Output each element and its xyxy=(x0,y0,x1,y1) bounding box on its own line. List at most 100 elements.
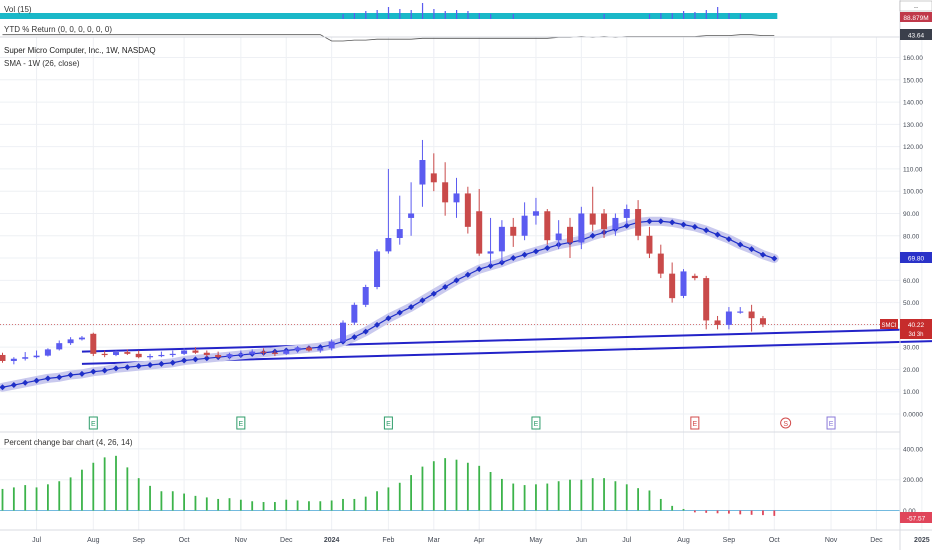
volume-bar xyxy=(456,10,458,19)
pct-bar xyxy=(512,483,515,511)
price-tick-label: 80.00 xyxy=(903,233,920,240)
pct-bar xyxy=(444,458,447,511)
event-mark-label: E xyxy=(534,421,539,428)
candle-up xyxy=(249,351,256,354)
price-tick-label: 30.00 xyxy=(903,345,920,352)
sma-marker xyxy=(22,379,29,386)
pct-title[interactable]: Percent change bar chart (4, 26, 14) xyxy=(4,438,133,447)
candle-up xyxy=(67,339,74,344)
sma-marker xyxy=(476,266,483,273)
candle-up xyxy=(22,357,29,359)
channel-upper-line xyxy=(81,327,932,353)
price-tick-label: 160.00 xyxy=(903,55,923,62)
percent-change-pane xyxy=(1,455,776,516)
volume-bar xyxy=(421,3,424,19)
sma-marker xyxy=(419,297,426,304)
sma-marker xyxy=(124,364,131,371)
candle-up xyxy=(408,213,415,218)
sma-marker xyxy=(623,222,630,229)
sma-marker xyxy=(521,251,528,258)
candle-up xyxy=(113,352,119,355)
sma-marker xyxy=(362,328,369,335)
event-mark-label: E xyxy=(829,421,834,428)
time-tick-label: Apr xyxy=(474,537,486,544)
sma-marker xyxy=(464,271,471,278)
candle-down xyxy=(101,353,108,356)
pct-bar xyxy=(421,466,424,511)
sma-marker xyxy=(56,374,63,381)
candle-up xyxy=(396,229,403,238)
pct-bar xyxy=(750,510,753,515)
volume-bar xyxy=(478,13,480,19)
sma-indicator-title[interactable]: SMA - 1W (26, close) xyxy=(4,59,80,68)
candle-up xyxy=(521,215,528,236)
candle-up xyxy=(33,355,40,358)
candle-down xyxy=(260,351,267,353)
pct-bar xyxy=(183,493,185,511)
sma-marker xyxy=(703,227,710,234)
time-tick-label: 2024 xyxy=(324,537,340,544)
pct-bar xyxy=(137,478,140,511)
price-tick-label: 130.00 xyxy=(903,122,923,129)
sma-badge: 69.80 xyxy=(908,256,925,263)
candle-up xyxy=(419,160,426,185)
main-title[interactable]: Super Micro Computer, Inc., 1W, NASDAQ xyxy=(4,46,156,55)
sma-marker xyxy=(90,368,97,375)
candle-up xyxy=(226,354,233,358)
candle-up xyxy=(612,217,619,230)
pct-bar xyxy=(353,498,356,511)
pct-bar xyxy=(410,475,412,511)
pct-bar xyxy=(682,508,685,511)
pct-bar xyxy=(205,497,208,511)
pct-bar xyxy=(364,496,367,511)
candle-down xyxy=(464,193,471,227)
pct-bar xyxy=(35,487,38,511)
pct-bar xyxy=(546,483,549,511)
price-tick-label: 50.00 xyxy=(903,300,920,307)
candle-up xyxy=(487,251,494,254)
time-tick-label: Jun xyxy=(576,537,587,544)
time-tick-label: Nov xyxy=(235,537,248,544)
candle-down xyxy=(759,318,766,325)
pct-bar xyxy=(342,498,344,511)
pct-bar xyxy=(69,477,72,511)
candle-up xyxy=(294,347,301,351)
time-tick-label: Sep xyxy=(723,537,736,544)
candle-up xyxy=(498,226,505,252)
price-tick-label: 60.00 xyxy=(903,278,920,285)
volume-bar xyxy=(671,13,673,19)
candle-down xyxy=(305,347,312,351)
time-tick-label: Oct xyxy=(769,537,780,544)
candle-down xyxy=(544,211,551,241)
pct-bar xyxy=(489,472,492,511)
time-tick-label: Mar xyxy=(428,537,441,544)
ytd-title[interactable]: YTD % Return (0, 0, 0, 0, 0, 0) xyxy=(4,25,112,34)
candle-up xyxy=(44,349,51,356)
price-tick-label: 100.00 xyxy=(903,189,923,196)
event-mark-label: E xyxy=(386,421,391,428)
volume-bar xyxy=(717,7,719,19)
candle-down xyxy=(124,352,131,354)
candle-up xyxy=(623,209,630,218)
candle-up xyxy=(317,348,324,351)
candle-down xyxy=(589,213,596,225)
pct-bar xyxy=(239,499,242,511)
pct-bar xyxy=(398,482,401,511)
volume-pane xyxy=(0,3,778,19)
time-tick-label: Dec xyxy=(280,537,293,544)
pct-bar xyxy=(24,485,27,511)
time-tick-label: Aug xyxy=(87,537,100,544)
volume-title[interactable]: Vol (15) xyxy=(4,5,32,14)
candle-down xyxy=(691,275,698,279)
pct-bar xyxy=(12,487,15,511)
pct-bar xyxy=(330,500,333,511)
candles-layer[interactable] xyxy=(0,139,766,365)
volume-bar xyxy=(467,11,469,19)
sma-marker xyxy=(44,375,51,382)
sma-marker xyxy=(408,304,415,311)
pane-titles: Vol (15) YTD % Return (0, 0, 0, 0, 0, 0)… xyxy=(4,5,156,447)
volume-bar xyxy=(342,14,344,19)
sma-marker xyxy=(135,363,142,370)
candle-down xyxy=(135,353,142,358)
